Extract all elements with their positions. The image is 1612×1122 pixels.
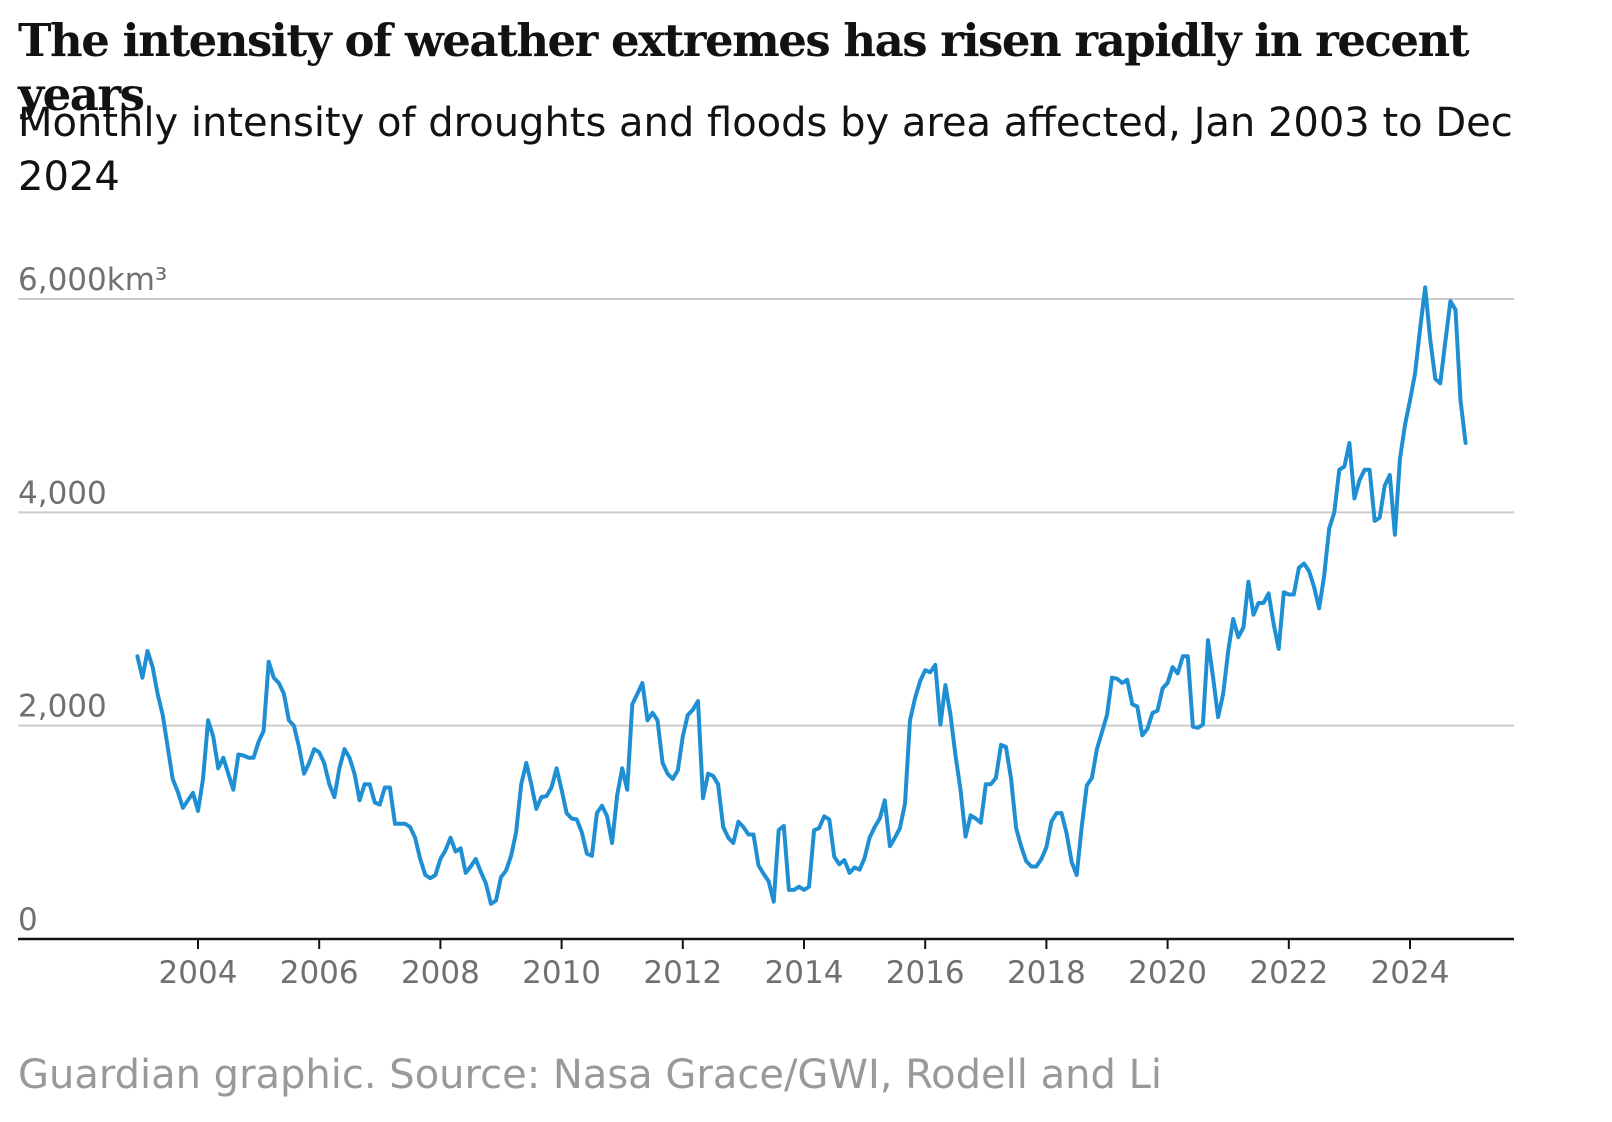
x-tick-label: 2010 [522, 955, 601, 991]
x-tick-label: 2024 [1371, 955, 1450, 991]
x-tick-label: 2012 [643, 955, 722, 991]
y-axis-tick-labels: 0 2,000 4,000 6,000km³ [18, 262, 167, 938]
x-tick-label: 2008 [401, 955, 480, 991]
y-tick-label: 2,000 [18, 689, 107, 725]
x-tick-label: 2020 [1128, 955, 1207, 991]
x-tick-label: 2022 [1249, 955, 1328, 991]
y-tick-label: 0 [18, 902, 38, 938]
x-tick-label: 2016 [886, 955, 965, 991]
x-tick-label: 2006 [280, 955, 359, 991]
line-chart: 0 2,000 4,000 6,000km³ 2004 2006 2008 2010 2012… [18, 262, 1514, 991]
x-tick-label: 2018 [1007, 955, 1086, 991]
gridlines [18, 298, 1514, 727]
y-tick-label: 4,000 [18, 475, 107, 511]
chart-title: The intensity of weather extremes has ri… [18, 14, 1470, 121]
y-tick-label: 6,000km³ [18, 262, 167, 298]
x-tick-label: 2004 [159, 955, 238, 991]
chart-subtitle: Monthly intensity of droughts and floods… [18, 100, 1513, 200]
x-tick-label: 2014 [765, 955, 844, 991]
source-note: Guardian graphic. Source: Nasa Grace/GWI… [18, 1052, 1162, 1098]
x-axis: 2004 2006 2008 2010 2012 2014 2016 2018 2020 2022… [159, 939, 1450, 991]
series-line [135, 285, 1468, 906]
